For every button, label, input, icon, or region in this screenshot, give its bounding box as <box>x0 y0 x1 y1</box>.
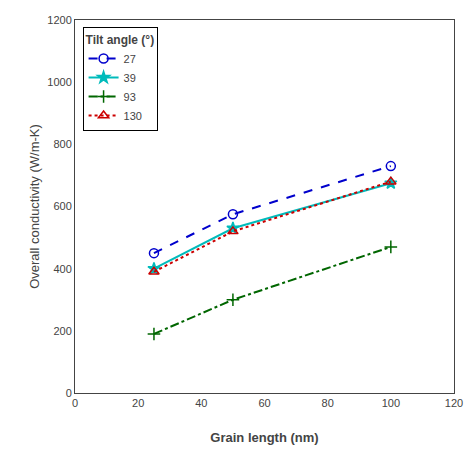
svg-text:80: 80 <box>322 397 334 409</box>
svg-text:1000: 1000 <box>47 76 71 88</box>
svg-text:120: 120 <box>445 397 463 409</box>
svg-text:0: 0 <box>72 397 78 409</box>
svg-text:1200: 1200 <box>47 14 71 26</box>
svg-text:600: 600 <box>53 200 71 212</box>
svg-text:200: 200 <box>53 325 71 337</box>
svg-text:Overall conductivity (W/m-K): Overall conductivity (W/m-K) <box>27 124 42 289</box>
svg-text:130: 130 <box>124 110 142 122</box>
svg-text:800: 800 <box>53 138 71 150</box>
svg-text:60: 60 <box>258 397 270 409</box>
svg-text:Grain length (nm): Grain length (nm) <box>210 430 318 445</box>
svg-text:20: 20 <box>132 397 144 409</box>
svg-text:27: 27 <box>124 53 136 65</box>
svg-text:93: 93 <box>124 91 136 103</box>
svg-text:39: 39 <box>124 72 136 84</box>
svg-text:400: 400 <box>53 263 71 275</box>
svg-text:100: 100 <box>382 397 400 409</box>
svg-text:0: 0 <box>66 387 72 399</box>
svg-text:Tilt angle (°): Tilt angle (°) <box>86 33 155 47</box>
svg-text:40: 40 <box>195 397 207 409</box>
